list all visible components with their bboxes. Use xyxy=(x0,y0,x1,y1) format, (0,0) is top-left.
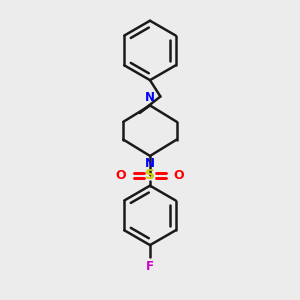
Text: O: O xyxy=(174,169,184,182)
Text: F: F xyxy=(146,260,154,273)
Text: S: S xyxy=(145,168,155,182)
Text: O: O xyxy=(116,169,126,182)
Text: N: N xyxy=(145,158,155,170)
Text: N: N xyxy=(145,91,155,104)
